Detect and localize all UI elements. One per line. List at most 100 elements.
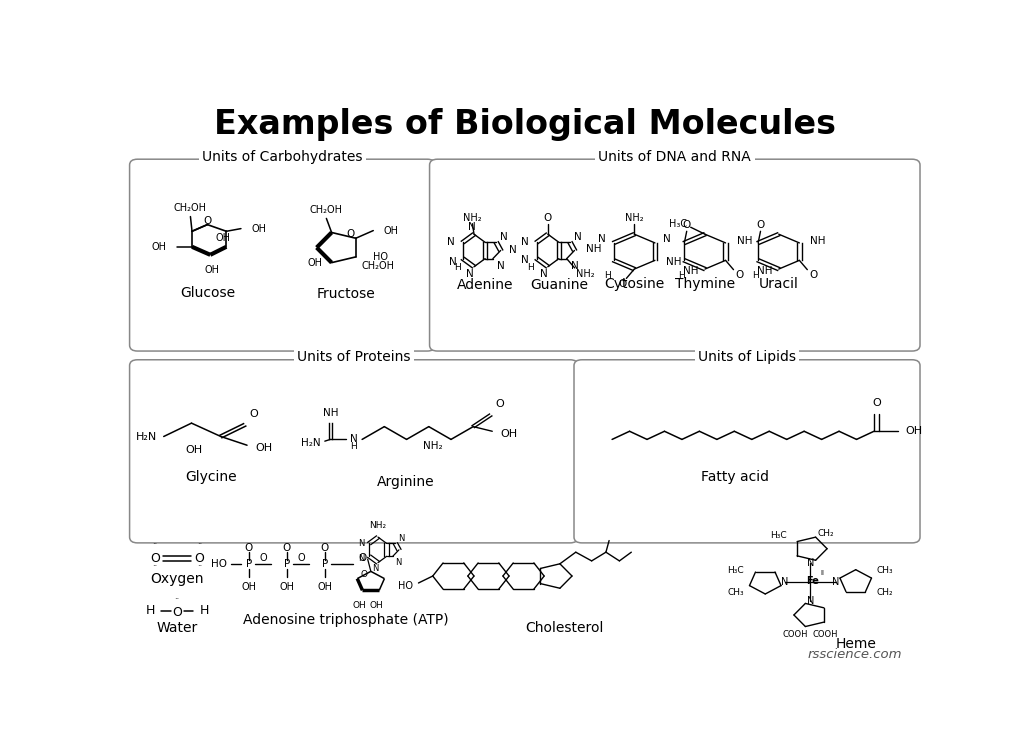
Text: N: N: [466, 269, 474, 279]
Text: O: O: [172, 606, 182, 618]
Text: H: H: [200, 604, 209, 617]
Text: OH: OH: [280, 582, 294, 592]
Text: O: O: [259, 553, 266, 563]
FancyBboxPatch shape: [130, 360, 578, 543]
Text: N: N: [570, 260, 579, 270]
Text: ··: ··: [153, 541, 158, 550]
Text: O: O: [321, 543, 329, 553]
Text: COOH: COOH: [813, 630, 839, 639]
Text: N: N: [497, 260, 505, 270]
Text: O: O: [496, 399, 504, 409]
Text: OH: OH: [241, 582, 256, 592]
Text: N: N: [468, 222, 475, 233]
Text: N: N: [807, 596, 814, 606]
Text: HO: HO: [374, 252, 388, 262]
Text: CH₃: CH₃: [877, 566, 894, 575]
Text: ··: ··: [174, 595, 180, 604]
Text: Units of Carbohydrates: Units of Carbohydrates: [202, 149, 362, 164]
Text: H: H: [753, 271, 759, 280]
Text: O: O: [245, 543, 253, 553]
Text: CH₂: CH₂: [817, 528, 834, 538]
Text: O: O: [346, 229, 354, 239]
Text: ··: ··: [197, 541, 202, 550]
Text: N: N: [807, 558, 814, 568]
Text: O: O: [683, 220, 691, 230]
Text: H₂N: H₂N: [136, 432, 158, 442]
Text: N: N: [574, 232, 582, 242]
Text: N: N: [350, 434, 358, 445]
Text: ··: ··: [197, 562, 202, 571]
Text: NH₂: NH₂: [370, 521, 386, 530]
Text: H: H: [454, 263, 461, 273]
Text: Guanine: Guanine: [530, 278, 588, 291]
Text: OH: OH: [352, 601, 367, 610]
Text: H: H: [145, 604, 155, 617]
Text: O: O: [757, 220, 765, 230]
Text: Fructose: Fructose: [316, 287, 376, 300]
Text: O: O: [203, 216, 212, 226]
Text: CH₂: CH₂: [877, 588, 894, 597]
Text: OH: OH: [370, 601, 383, 610]
Text: OH: OH: [255, 443, 272, 453]
Text: N: N: [833, 577, 840, 587]
Text: O: O: [360, 571, 368, 580]
Text: Fe: Fe: [806, 575, 818, 586]
Text: OH: OH: [307, 258, 323, 268]
Text: NH: NH: [757, 267, 772, 276]
Text: OH: OH: [384, 226, 398, 236]
Text: Fatty acid: Fatty acid: [701, 470, 769, 484]
Text: NH: NH: [736, 236, 753, 245]
Text: OH: OH: [500, 429, 517, 439]
Text: Glycine: Glycine: [185, 470, 238, 484]
Text: Oxygen: Oxygen: [151, 572, 204, 586]
Text: NH: NH: [683, 267, 698, 276]
Text: NH: NH: [323, 408, 338, 418]
Text: NH₂: NH₂: [463, 213, 481, 223]
Text: NH₂: NH₂: [577, 269, 595, 279]
Text: Adenosine triphosphate (ATP): Adenosine triphosphate (ATP): [244, 612, 450, 627]
Text: N: N: [358, 553, 365, 562]
Text: N: N: [521, 255, 528, 265]
Text: O: O: [618, 279, 627, 289]
Text: O: O: [283, 543, 291, 553]
Text: N: N: [509, 245, 516, 255]
Text: COOH: COOH: [782, 630, 808, 639]
Text: H₃C: H₃C: [669, 219, 687, 229]
Text: Cytosine: Cytosine: [604, 277, 665, 291]
Text: O: O: [195, 552, 205, 565]
Text: H: H: [604, 271, 610, 280]
FancyBboxPatch shape: [574, 360, 920, 543]
Text: O: O: [872, 398, 881, 408]
Text: H₃C: H₃C: [770, 531, 786, 540]
Text: OH: OH: [251, 223, 266, 233]
Text: Adenine: Adenine: [457, 278, 513, 291]
Text: N: N: [663, 234, 671, 245]
Text: N: N: [447, 237, 455, 248]
Text: HO: HO: [398, 581, 413, 591]
Text: NH: NH: [587, 245, 602, 254]
Text: O: O: [250, 409, 258, 419]
Text: P: P: [322, 559, 328, 569]
Text: HO: HO: [211, 559, 227, 569]
Text: OH: OH: [906, 427, 923, 436]
Text: N: N: [395, 558, 401, 566]
Text: Units of DNA and RNA: Units of DNA and RNA: [598, 149, 752, 164]
Text: Thymine: Thymine: [675, 277, 735, 291]
FancyBboxPatch shape: [130, 159, 435, 351]
Text: CH₂OH: CH₂OH: [361, 260, 395, 270]
Text: O: O: [297, 553, 305, 563]
Text: H₃C: H₃C: [727, 566, 744, 575]
Text: O: O: [358, 553, 367, 563]
Text: O: O: [544, 213, 552, 223]
Text: NH₂: NH₂: [625, 213, 644, 223]
Text: H: H: [679, 271, 685, 280]
Text: N: N: [373, 564, 379, 573]
Text: O: O: [151, 552, 160, 565]
Text: N: N: [500, 232, 508, 242]
Text: Units of Lipids: Units of Lipids: [698, 350, 796, 365]
Text: H: H: [527, 263, 535, 272]
Text: ··: ··: [153, 562, 158, 571]
Text: P: P: [246, 559, 252, 569]
Text: II: II: [820, 570, 824, 576]
Text: NH₂: NH₂: [423, 441, 442, 451]
